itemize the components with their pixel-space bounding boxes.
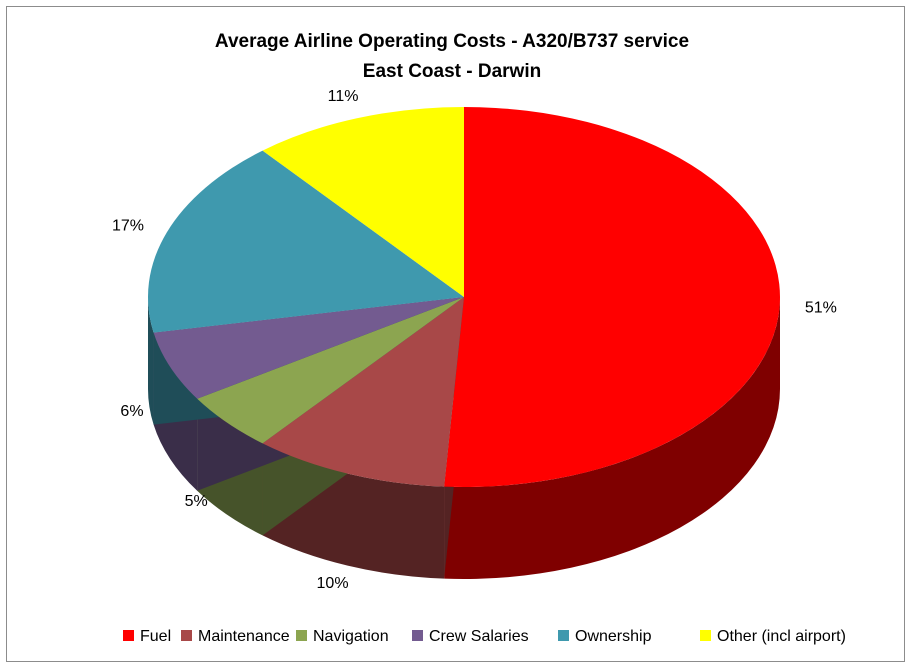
data-label-other-incl-airport: 11% (328, 88, 359, 105)
legend-item-navigation: Navigation (296, 628, 389, 645)
legend-item-fuel: Fuel (123, 628, 171, 645)
legend-item-crew-salaries: Crew Salaries (412, 628, 529, 645)
legend-label-fuel: Fuel (140, 628, 171, 645)
pie-slice-maintenance (262, 297, 464, 487)
chart-subtitle: East Coast - Darwin (363, 61, 541, 82)
legend-swatch-crew-salaries (412, 630, 423, 641)
pie-slice-ownership (148, 150, 464, 333)
pie-slice-fuel (444, 107, 780, 487)
pie-side-ownership (148, 297, 154, 425)
legend-swatch-fuel (123, 630, 134, 641)
data-label-maintenance: 10% (317, 575, 349, 592)
legend-label-other-incl-airport: Other (incl airport) (717, 628, 846, 645)
legend: Fuel Maintenance Navigation Crew Salaries Ow… (123, 628, 846, 645)
pie-tops (148, 107, 780, 487)
pie-labels: 51% 10% 5% 6% 17% 11% (112, 88, 837, 592)
pie-slice-other-incl-airport (262, 107, 464, 297)
pie-slice-crew-salaries (153, 297, 464, 399)
pie-side-fuel (444, 297, 780, 579)
legend-item-ownership: Ownership (558, 628, 652, 645)
chart-frame: Average Airline Operating Costs - A320/B… (6, 6, 905, 662)
data-label-fuel: 51% (805, 300, 837, 317)
data-label-navigation: 5% (185, 493, 208, 510)
data-label-crew-salaries: 6% (120, 403, 143, 420)
legend-label-ownership: Ownership (575, 628, 652, 645)
legend-swatch-maintenance (181, 630, 192, 641)
legend-label-crew-salaries: Crew Salaries (429, 628, 529, 645)
legend-swatch-ownership (558, 630, 569, 641)
pie-chart: Average Airline Operating Costs - A320/B… (112, 31, 846, 645)
data-label-ownership: 17% (112, 217, 144, 234)
chart-title: Average Airline Operating Costs - A320/B… (215, 31, 689, 52)
legend-swatch-navigation (296, 630, 307, 641)
legend-item-other-incl-airport: Other (incl airport) (700, 628, 846, 645)
legend-item-maintenance: Maintenance (181, 628, 290, 645)
legend-label-maintenance: Maintenance (198, 628, 290, 645)
legend-label-navigation: Navigation (313, 628, 389, 645)
pie-slice-navigation (197, 297, 464, 444)
legend-swatch-other-incl-airport (700, 630, 711, 641)
